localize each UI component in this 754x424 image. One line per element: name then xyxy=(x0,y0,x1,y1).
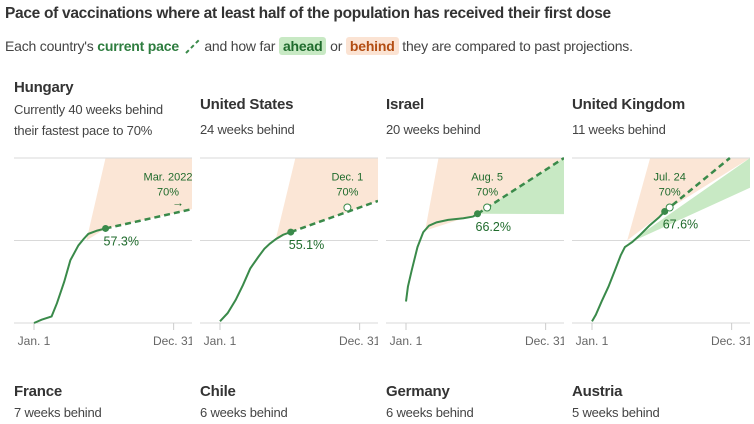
behind-area xyxy=(627,158,750,241)
legend-ahead: ahead xyxy=(278,37,327,55)
projection-line xyxy=(290,199,378,234)
arrow-right-icon: → xyxy=(172,196,184,210)
country-status: 6 weeks behind xyxy=(200,405,288,420)
country-name: France xyxy=(14,383,62,400)
title-text: Pace of vaccinations where at least half… xyxy=(5,5,611,22)
current-point xyxy=(474,210,482,218)
subtitle-text: they are compared to past projections. xyxy=(398,38,633,54)
target-pct-label: 70% xyxy=(157,187,179,199)
country-name: Germany xyxy=(386,383,450,400)
country-chart: Jan. 1 Dec. 31 66.2% Aug. 5 70% xyxy=(386,156,564,348)
country-status: 6 weeks behind xyxy=(386,405,474,420)
x-tick-label: Jan. 1 xyxy=(390,334,423,348)
country-name: Israel xyxy=(386,96,424,113)
legend-behind: behind xyxy=(345,37,399,55)
chart-title: Pace of vaccinations where at least half… xyxy=(5,5,611,23)
x-tick-label: Dec. 31 xyxy=(711,334,750,348)
country-status: Currently 40 weeks behind xyxy=(14,102,163,117)
vaccination-line xyxy=(405,212,479,302)
dashed-line-icon xyxy=(184,39,200,54)
current-value-label: 55.1% xyxy=(289,238,324,252)
subtitle-text: or xyxy=(326,38,346,54)
x-tick-label: Dec. 31 xyxy=(153,334,192,348)
vaccination-line xyxy=(219,231,292,323)
country-status: 24 weeks behind xyxy=(200,122,295,137)
behind-area xyxy=(86,158,192,241)
x-tick-label: Jan. 1 xyxy=(204,334,237,348)
target-point xyxy=(483,203,492,212)
target-date-label: Jul. 24 xyxy=(653,172,685,184)
behind-area xyxy=(275,158,378,241)
projection-line xyxy=(105,207,192,230)
chart-subtitle: Each country's current pace and how far … xyxy=(5,37,633,55)
vaccination-line xyxy=(591,210,666,322)
country-status: 11 weeks behind xyxy=(572,122,666,137)
target-pct-label: 70% xyxy=(336,187,358,199)
country-chart: Jan. 1 Dec. 31 67.6% Jul. 24 70% xyxy=(572,157,750,348)
current-point xyxy=(102,224,110,232)
subtitle-text: Each country's xyxy=(5,38,98,54)
country-chart: Jan. 1 Dec. 31 55.1% Dec. 1 70% xyxy=(200,157,378,348)
country-name: United Kingdom xyxy=(572,96,686,113)
legend-current-pace: current pace xyxy=(97,38,179,54)
subtitle-text: and how far xyxy=(200,38,279,54)
vaccination-line xyxy=(33,227,106,324)
projection-line xyxy=(476,156,564,215)
projection-line xyxy=(663,157,731,213)
country-name: Chile xyxy=(200,383,236,400)
x-tick-label: Dec. 31 xyxy=(339,334,378,348)
country-chart: Jan. 1 Dec. 31 57.3% Mar. 2022 70%→ xyxy=(14,157,192,348)
x-tick-label: Jan. 1 xyxy=(18,334,51,348)
country-name: Hungary xyxy=(14,79,74,96)
target-pct-label: 70% xyxy=(476,187,498,199)
country-name: United States xyxy=(200,96,294,113)
country-name: Austria xyxy=(572,383,623,400)
behind-area xyxy=(425,158,564,231)
target-point xyxy=(665,203,674,212)
current-value-label: 66.2% xyxy=(476,220,511,234)
current-value-label: 57.3% xyxy=(104,234,139,248)
current-value-label: 67.6% xyxy=(663,217,698,231)
target-pct-label: 70% xyxy=(659,187,681,199)
country-status: 5 weeks behind xyxy=(572,405,660,420)
x-tick-label: Jan. 1 xyxy=(576,334,609,348)
target-date-label: Aug. 5 xyxy=(471,172,503,184)
country-status: 7 weeks behind xyxy=(14,405,102,420)
target-date-label: Dec. 1 xyxy=(331,172,363,184)
country-status: their fastest pace to 70% xyxy=(14,123,153,138)
current-point xyxy=(287,228,295,236)
x-tick-label: Dec. 31 xyxy=(525,334,564,348)
country-status: 20 weeks behind xyxy=(386,122,481,137)
target-date-label: Mar. 2022 xyxy=(144,172,192,184)
target-point xyxy=(343,203,352,212)
